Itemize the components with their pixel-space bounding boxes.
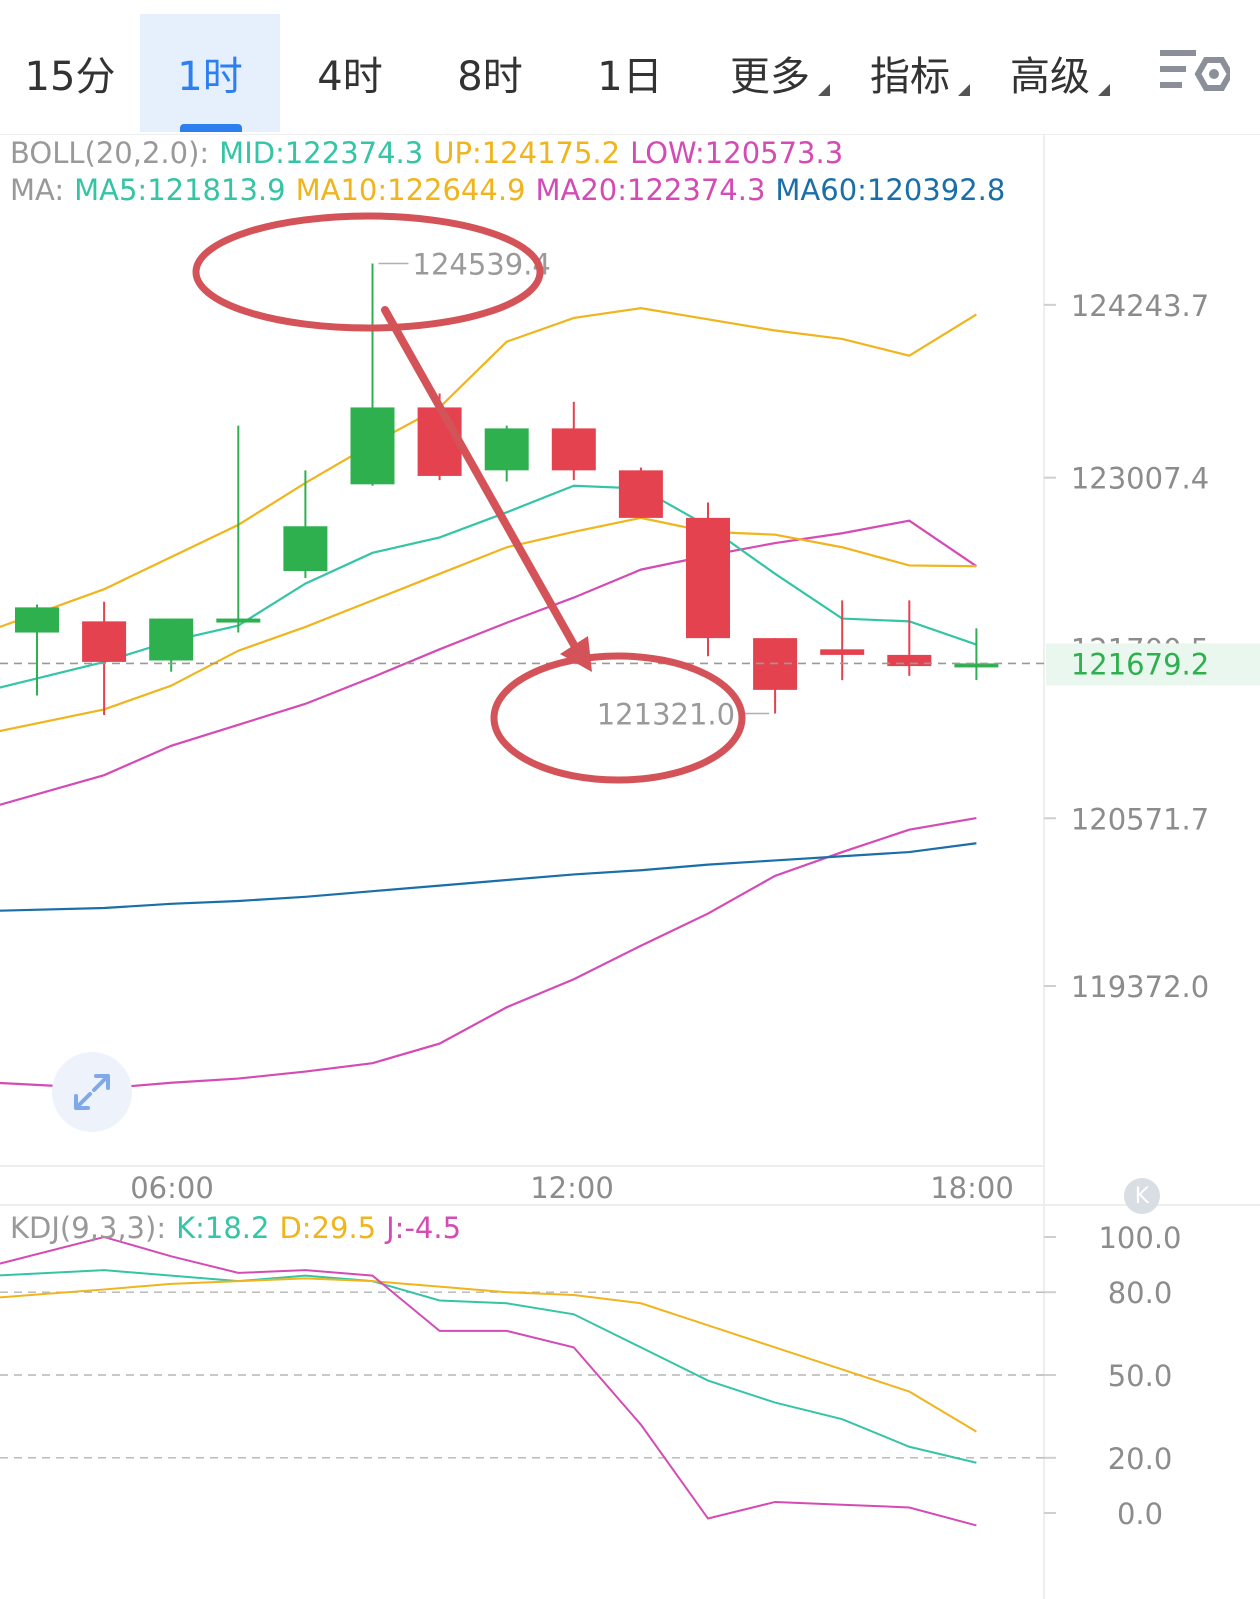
kdj-legend-name: KDJ(9,3,3): [10, 1211, 167, 1245]
kdj-axis-label: 100.0 [1098, 1221, 1181, 1255]
chart-settings-icon [1160, 50, 1234, 91]
boll-up-value: UP:124175.2 [433, 136, 621, 170]
ma-legend: MA: MA5:121813.9 MA10:122644.9 MA20:122374.… [10, 173, 1015, 207]
kdj-axis-label: 0.0 [1117, 1497, 1163, 1531]
ma5-line [0, 484, 977, 689]
annotation-arrowhead [560, 636, 592, 672]
chart-settings-button[interactable] [1160, 44, 1234, 110]
candle-body [551, 428, 596, 471]
timeframe-tab-label: 1时 [177, 54, 243, 100]
fullscreen-expand-button[interactable] [52, 1052, 132, 1132]
kdj-d-line [0, 1277, 977, 1433]
timeframe-tab-label: 8时 [457, 54, 523, 100]
expand-arrows-icon [74, 1074, 110, 1110]
timeframe-tab-label: 更多 [730, 54, 810, 100]
annotation-circle-low [490, 652, 746, 784]
candle-body [618, 470, 663, 518]
ma20-line [0, 519, 978, 806]
boll-low-value: LOW:120573.3 [630, 136, 844, 170]
annotation-arrow-shaft [381, 306, 582, 656]
price-axis-label: 124243.7 [1071, 289, 1209, 323]
timeframe-tab-4[interactable]: 1日 [560, 14, 700, 132]
dropdown-caret-icon [1098, 84, 1110, 96]
candle-body [484, 428, 529, 471]
candle-body [417, 407, 462, 476]
time-axis-label: 12:00 [530, 1171, 614, 1205]
boll-legend-name: BOLL(20,2.0): [10, 136, 210, 170]
kdj-axis-label: 20.0 [1108, 1442, 1173, 1476]
candlestick-chart: 124243.7123007.4120571.7119372.0121700.5… [0, 134, 1260, 1599]
timeframe-tab-5[interactable]: 更多 [700, 14, 840, 132]
candle-body [954, 663, 999, 668]
timeframe-tab-1[interactable]: 1时 [140, 14, 280, 132]
time-axis-label: 18:00 [930, 1171, 1014, 1205]
timeframe-tab-2[interactable]: 4时 [280, 14, 420, 132]
candle-body [820, 649, 865, 655]
timeframe-tab-label: 4时 [317, 54, 383, 100]
kdj-j-line [0, 1235, 977, 1527]
ma5-value: MA5:121813.9 [74, 173, 286, 207]
dropdown-caret-icon [958, 84, 970, 96]
scroll-to-latest-icon: K [1134, 1183, 1150, 1209]
timeframe-tab-label: 指标 [870, 54, 950, 100]
kdj-axis-label: 80.0 [1108, 1276, 1173, 1310]
candle-body [149, 618, 194, 661]
candle-body [82, 621, 127, 662]
kdj-k-value: K:18.2 [176, 1211, 270, 1245]
candle-body [216, 618, 261, 623]
ma10-value: MA10:122644.9 [295, 173, 526, 207]
boll-legend: BOLL(20,2.0): MID:122374.3 UP:124175.2 LOW:… [10, 136, 853, 170]
timeframe-toolbar: 15分 1时 4时 8时 1日 更多 指标 高级 [0, 0, 1260, 134]
boll-upper-line [0, 307, 977, 629]
timeframe-tab-label: 高级 [1010, 54, 1090, 100]
boll-mid-line [0, 516, 977, 733]
ma20-value: MA20:122374.3 [535, 173, 766, 207]
timeframe-tab-3[interactable]: 8时 [420, 14, 560, 132]
annotation-circle-high [192, 212, 544, 332]
ma-legend-name: MA: [10, 173, 65, 207]
boll-lower-line [0, 816, 977, 1090]
candle-body [283, 526, 328, 572]
price-axis-label: 123007.4 [1071, 462, 1209, 496]
timeframe-tab-7[interactable]: 高级 [980, 14, 1120, 132]
scroll-to-latest-button[interactable]: K [1124, 1178, 1160, 1214]
timeframe-tab-label: 1日 [597, 54, 663, 100]
timeframe-tab-label: 15分 [24, 54, 116, 100]
candle-body [887, 654, 932, 667]
boll-mid-value: MID:122374.3 [219, 136, 424, 170]
time-axis-label: 06:00 [130, 1171, 214, 1205]
active-tab-indicator [180, 124, 242, 132]
candle-body [686, 517, 730, 639]
price-axis-label: 120571.7 [1071, 802, 1209, 836]
timeframe-tab-0[interactable]: 15分 [0, 14, 140, 132]
kdj-k-line [0, 1269, 977, 1464]
kdj-d-value: D:29.5 [279, 1211, 377, 1245]
current-price-tag [1046, 643, 1260, 686]
kdj-axis-label: 50.0 [1108, 1359, 1173, 1393]
ma60-line [0, 842, 977, 912]
timeframe-tab-6[interactable]: 指标 [840, 14, 980, 132]
candle-body [15, 607, 59, 633]
current-price-label: 121679.2 [1071, 647, 1209, 681]
dropdown-caret-icon [818, 84, 830, 96]
low-price-label: 121321.0 [597, 697, 735, 731]
price-axis-label: 119372.0 [1071, 970, 1209, 1004]
kdj-j-value: J:-4.5 [386, 1211, 462, 1245]
ma60-value: MA60:120392.8 [775, 173, 1006, 207]
kdj-legend: KDJ(9,3,3): K:18.2 D:29.5 J:-4.5 [10, 1211, 471, 1245]
candle-body [350, 407, 395, 485]
